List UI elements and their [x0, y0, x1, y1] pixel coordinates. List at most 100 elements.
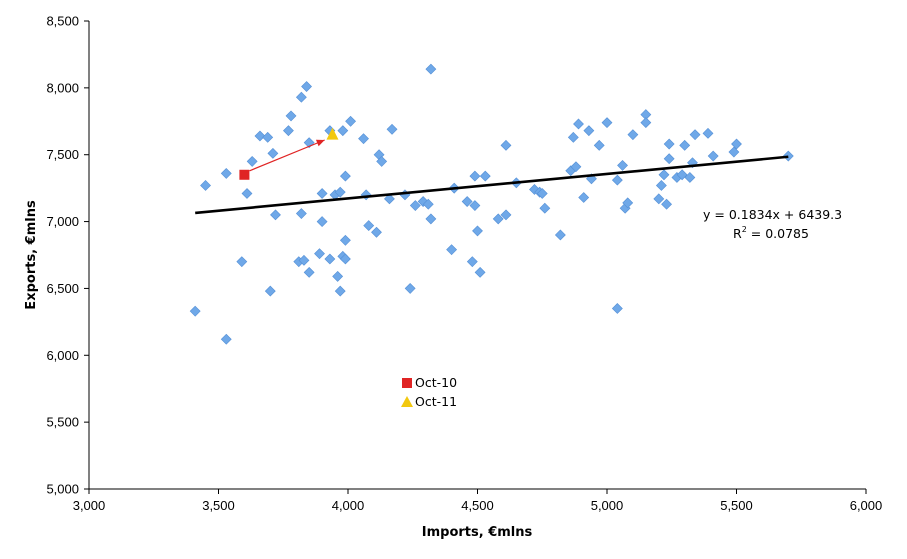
y-tick-label: 5,000: [46, 482, 79, 497]
data-point: [254, 130, 266, 142]
data-point: [425, 63, 437, 75]
data-point: [492, 213, 504, 225]
data-point: [474, 266, 486, 278]
arrow-head: [315, 139, 325, 147]
data-point: [345, 115, 357, 127]
data-point: [262, 131, 274, 143]
highlight-points: [239, 127, 339, 180]
data-point: [617, 159, 628, 171]
data-point: [386, 123, 398, 135]
data-point: [593, 139, 605, 151]
r-squared-value: = 0.0785: [747, 226, 809, 241]
legend: Oct-10 Oct-11: [401, 375, 457, 409]
data-point: [622, 197, 634, 209]
data-point: [611, 303, 623, 314]
x-axis-title: Imports, €mlns: [422, 525, 533, 540]
data-point: [469, 200, 481, 211]
r-squared-prefix: R: [733, 226, 742, 241]
data-point: [640, 117, 652, 129]
legend-marker-oct-11: [401, 396, 413, 407]
data-point: [536, 188, 548, 199]
data-point: [316, 216, 328, 227]
data-point: [339, 234, 351, 246]
x-tick-label: 4,000: [332, 498, 365, 513]
oct-10-point: [239, 169, 250, 180]
trendline-equation: y = 0.1834x + 6439.3: [703, 207, 842, 222]
y-tick-label: 7,000: [46, 214, 79, 229]
data-point: [285, 110, 297, 122]
x-tick-label: 3,000: [73, 498, 106, 513]
oct-11-point: [326, 127, 339, 140]
y-tick-label: 5,500: [46, 415, 79, 430]
data-point: [707, 150, 719, 162]
data-point: [500, 209, 512, 221]
y-tick-label: 8,500: [46, 14, 79, 29]
data-point: [220, 168, 232, 179]
data-point: [220, 333, 232, 345]
data-point: [334, 285, 346, 297]
data-point: [601, 117, 613, 129]
data-point: [679, 139, 691, 151]
data-point: [689, 129, 701, 141]
r-squared-exponent: 2: [742, 225, 747, 234]
data-point: [500, 139, 512, 151]
data-point: [298, 254, 310, 266]
data-point: [425, 213, 437, 225]
data-point: [466, 256, 478, 268]
data-point: [301, 81, 312, 92]
data-point: [189, 305, 201, 317]
x-tick-label: 5,500: [720, 498, 753, 513]
data-point: [578, 192, 590, 203]
x-tick-label: 3,500: [202, 498, 235, 513]
data-point: [472, 225, 483, 237]
data-point: [404, 283, 416, 294]
data-point: [267, 147, 279, 159]
data-point: [358, 133, 369, 145]
data-point: [583, 125, 595, 137]
data-point: [469, 170, 481, 182]
data-point: [461, 196, 473, 207]
data-point: [241, 188, 253, 199]
data-point: [314, 248, 325, 260]
data-point: [731, 138, 742, 150]
data-point: [246, 155, 258, 167]
data-point: [655, 180, 667, 191]
legend-marker-oct-10: [402, 378, 412, 388]
trendline: [195, 155, 789, 215]
data-point: [539, 202, 551, 214]
data-point: [316, 188, 328, 199]
legend-label-oct-11: Oct-11: [415, 394, 457, 409]
y-tick-label: 7,500: [46, 147, 79, 162]
data-point: [371, 226, 382, 238]
data-point: [363, 220, 375, 232]
data-point: [658, 169, 670, 181]
data-point: [627, 129, 639, 141]
data-point: [399, 189, 411, 201]
data-point: [782, 150, 794, 162]
data-point: [611, 174, 623, 186]
data-point: [295, 91, 307, 103]
y-tick-label: 6,000: [46, 348, 79, 363]
data-point: [334, 186, 346, 198]
data-point: [663, 153, 675, 165]
data-point: [303, 266, 315, 278]
data-point: [653, 193, 665, 205]
y-tick-label: 6,500: [46, 281, 79, 296]
data-point: [270, 209, 281, 221]
data-point: [264, 285, 276, 297]
data-point: [422, 198, 434, 210]
r-squared-label: R2 = 0.0785: [733, 225, 809, 241]
data-point: [567, 131, 579, 143]
data-point: [295, 208, 307, 219]
x-tick-label: 5,000: [591, 498, 624, 513]
arrow-layer: [249, 139, 325, 172]
data-point: [676, 169, 688, 181]
x-tick-label: 4,500: [461, 498, 494, 513]
data-point: [337, 125, 349, 137]
data-point: [376, 155, 388, 167]
data-point: [728, 146, 740, 158]
data-point: [573, 118, 584, 130]
y-tick-label: 8,000: [46, 80, 79, 95]
data-point: [339, 253, 351, 265]
